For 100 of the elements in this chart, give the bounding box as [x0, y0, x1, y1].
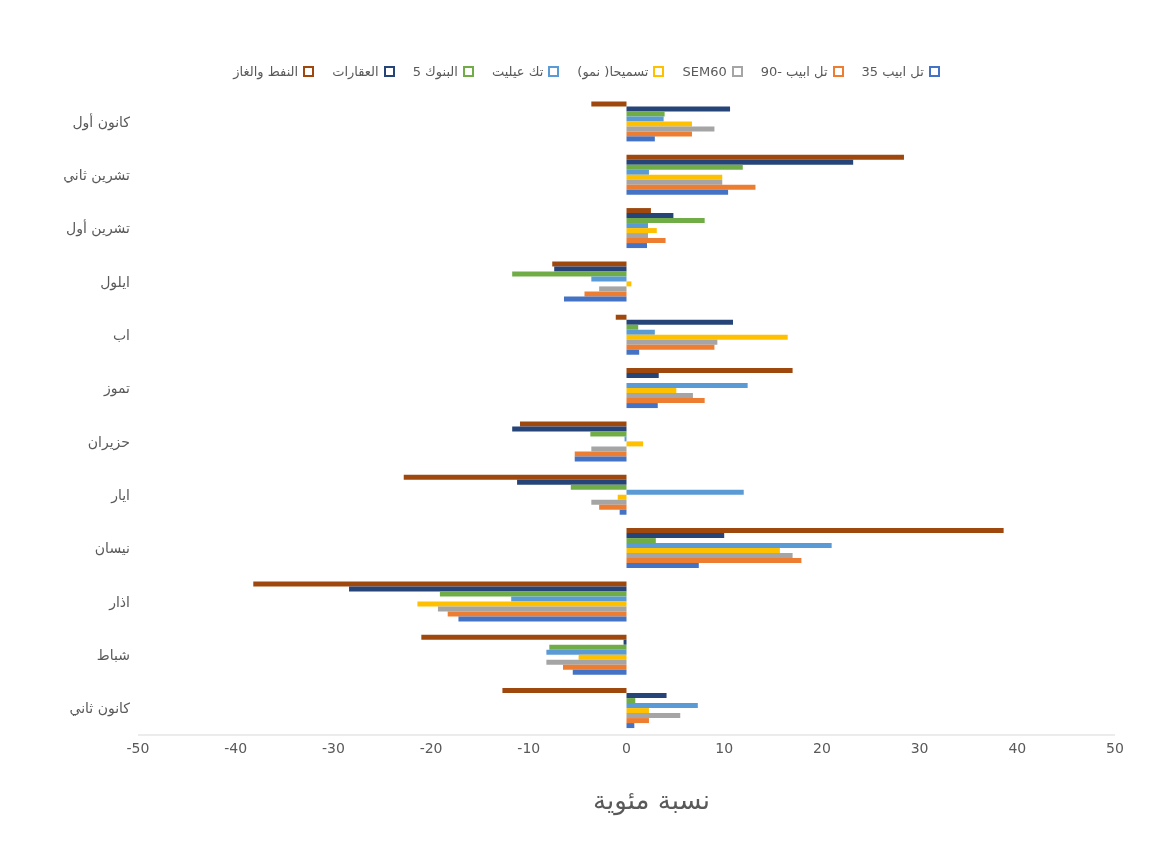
bar	[439, 591, 627, 597]
bar	[563, 664, 627, 670]
bar	[617, 494, 627, 500]
y-tick-label: اذار	[108, 593, 130, 611]
x-tick-label: -30	[321, 739, 345, 756]
bar	[626, 713, 681, 719]
bar	[584, 291, 627, 297]
x-tick-label: 30	[910, 739, 929, 756]
bar	[615, 314, 627, 320]
bar	[626, 543, 832, 549]
bar	[403, 474, 627, 480]
bar	[546, 659, 627, 665]
bar	[626, 533, 725, 539]
bar	[626, 538, 656, 544]
bar	[626, 116, 664, 122]
bar	[554, 266, 627, 272]
bar	[590, 431, 627, 437]
bar	[626, 243, 648, 249]
bar	[626, 238, 666, 244]
bar	[626, 184, 756, 190]
bar	[417, 601, 627, 607]
bar	[626, 121, 692, 127]
bar	[626, 159, 854, 165]
bar	[511, 596, 627, 602]
bar	[626, 703, 698, 709]
bar	[421, 634, 627, 640]
bar	[626, 344, 715, 350]
bar	[502, 688, 627, 694]
bar	[626, 218, 705, 224]
x-tick-label: 10	[715, 739, 734, 756]
bar	[552, 261, 627, 267]
bar	[626, 698, 636, 704]
bar	[626, 398, 705, 404]
bar	[626, 403, 658, 409]
y-tick-label: نيسان	[94, 540, 130, 557]
bar	[626, 131, 692, 137]
x-tick-label: 50	[1106, 739, 1124, 756]
legend-label: تسميحا( نمو)	[577, 64, 649, 79]
bar	[626, 319, 733, 325]
bar	[626, 383, 748, 389]
legend-label: البنوك 5	[412, 64, 458, 79]
bar	[626, 126, 715, 132]
bar	[520, 421, 627, 427]
bar	[253, 581, 627, 587]
x-tick-label: 40	[1008, 739, 1027, 756]
bar	[626, 179, 723, 185]
bar	[626, 228, 657, 234]
bar	[626, 324, 639, 330]
y-tick-label: شباط	[96, 646, 130, 663]
bar	[626, 368, 793, 374]
bar	[626, 553, 793, 559]
bar	[572, 669, 627, 675]
x-axis-title: نسبة مئوية	[592, 785, 711, 815]
y-tick-label: تشرين ثاني	[63, 166, 131, 184]
legend-label: تل ابيب -90	[760, 64, 828, 79]
x-tick-label: -50	[126, 739, 150, 756]
bar	[626, 223, 648, 229]
bar	[437, 606, 627, 612]
bar	[626, 136, 655, 142]
bar	[626, 693, 667, 699]
legend-label: SEM60	[682, 64, 727, 79]
y-tick-label: كانون أول	[72, 112, 131, 131]
bar	[546, 649, 627, 655]
bar	[626, 718, 649, 724]
bar	[626, 388, 677, 394]
bar	[626, 723, 635, 729]
bar	[599, 286, 627, 292]
y-tick-label: حزيران	[87, 433, 130, 451]
x-tick-label: 0	[622, 739, 631, 756]
y-tick-label: تشرين أول	[66, 219, 131, 238]
bar	[626, 111, 665, 117]
bar	[512, 426, 627, 432]
bar	[626, 106, 731, 112]
bar	[626, 558, 802, 564]
bar	[626, 563, 699, 569]
bar	[570, 484, 627, 490]
bar	[574, 451, 627, 457]
y-tick-label: اب	[112, 326, 130, 343]
bar	[619, 509, 627, 515]
bar	[517, 479, 627, 485]
legend-label: النفط والغاز	[233, 64, 299, 79]
y-tick-label: ايار	[110, 486, 130, 504]
y-tick-label: ايلول	[100, 273, 130, 291]
legend-label: العقارات	[332, 64, 379, 79]
y-tick-label: تموز	[103, 380, 131, 398]
bar	[626, 548, 780, 554]
bar	[549, 644, 627, 650]
bar	[626, 169, 649, 175]
bar	[626, 528, 1004, 534]
bar	[626, 489, 744, 495]
bar	[591, 276, 627, 282]
x-tick-label: -10	[517, 739, 541, 756]
bar	[626, 208, 651, 214]
bar	[626, 174, 723, 180]
x-tick-label: -40	[224, 739, 248, 756]
x-tick-label: -20	[419, 739, 443, 756]
bar	[623, 639, 627, 645]
x-tick-label: 20	[812, 739, 831, 756]
bar	[563, 296, 627, 302]
bar	[626, 334, 788, 340]
